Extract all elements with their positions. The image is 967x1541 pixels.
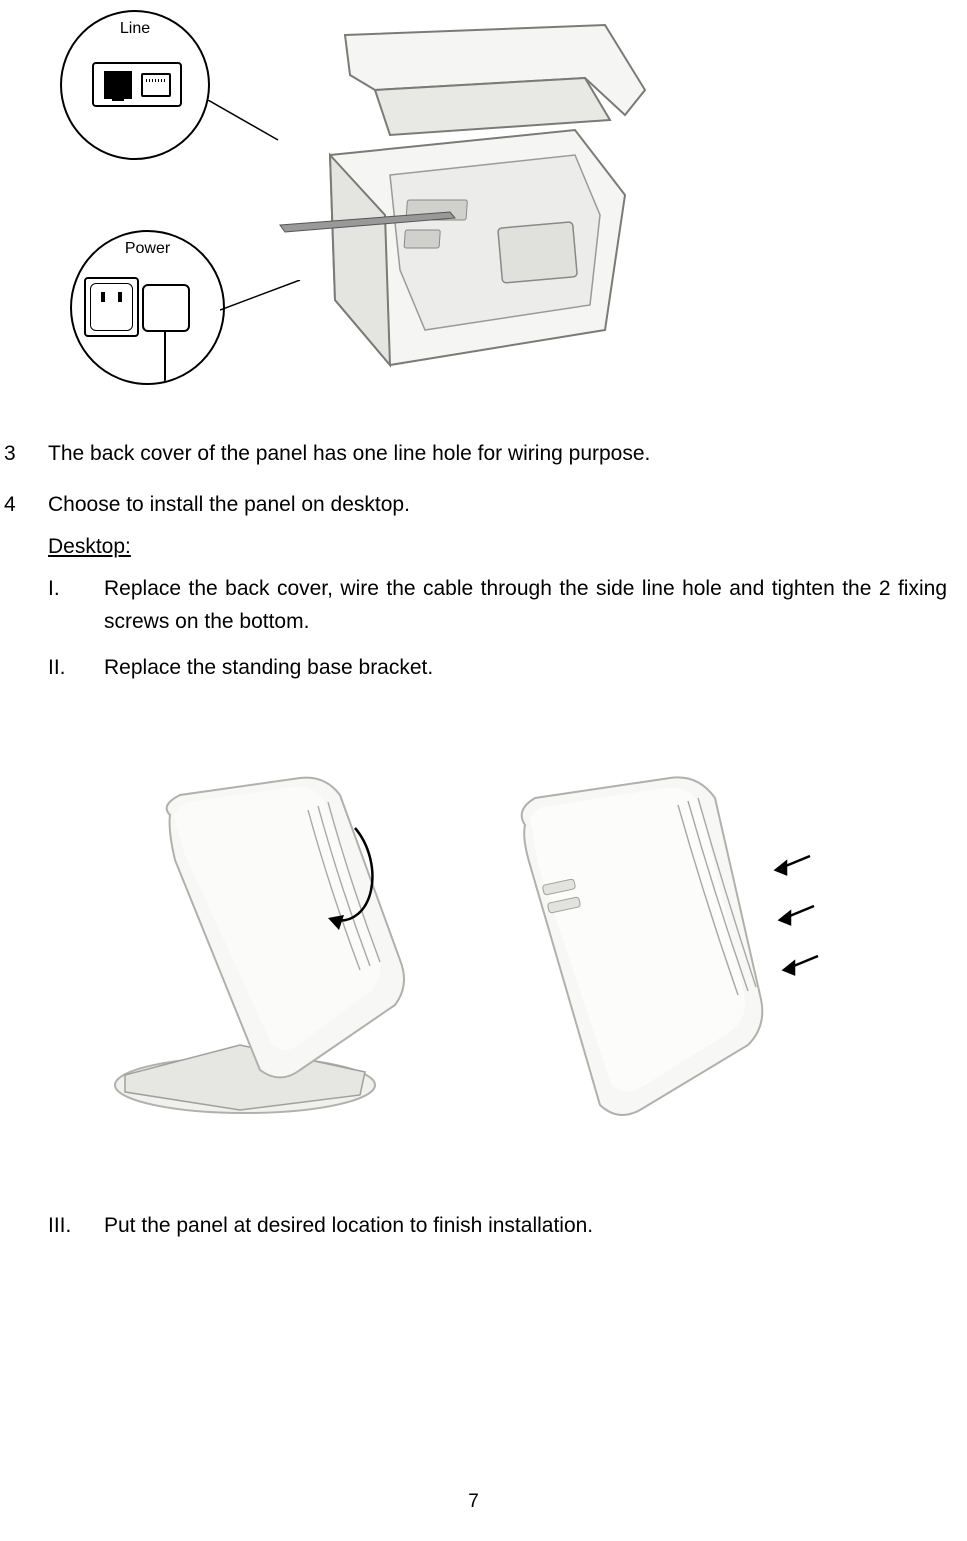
substep-I: I. Replace the back cover, wire the cabl… <box>48 573 947 638</box>
callout-power-circle: Power <box>70 230 225 385</box>
step-3: 3 The back cover of the panel has one li… <box>0 438 947 471</box>
step-4-text: Choose to install the panel on desktop. <box>48 489 947 522</box>
callout-line-circle: Line <box>60 10 210 160</box>
rj-port-icon <box>104 71 132 99</box>
step-3-number: 3 <box>0 438 48 471</box>
step-4: 4 Choose to install the panel on desktop… <box>0 489 947 522</box>
line-port-box <box>92 62 182 107</box>
figure-standing-base <box>100 745 860 1155</box>
rj-plug-icon <box>141 73 171 97</box>
device-open-illustration <box>275 20 655 390</box>
substep-III: III. Put the panel at desired location t… <box>48 1210 947 1243</box>
callout-line-label: Line <box>120 20 150 38</box>
substep-I-number: I. <box>48 573 104 638</box>
substep-II-number: II. <box>48 652 104 685</box>
page-number: 7 <box>468 1491 479 1513</box>
figure-wiring-diagram: Line Power <box>60 10 650 420</box>
step-4-number: 4 <box>0 489 48 522</box>
step-3-text: The back cover of the panel has one line… <box>48 438 947 471</box>
callout-power-label: Power <box>125 240 170 258</box>
panel-sliding-svg <box>480 770 820 1130</box>
desktop-heading: Desktop: <box>48 535 947 559</box>
motion-arrows-icon <box>776 856 818 974</box>
callout-line: Line <box>60 10 260 210</box>
outlet-icon <box>84 277 139 337</box>
page-container: Line Power <box>0 10 947 1541</box>
device-open-svg <box>275 20 655 390</box>
panel-with-bracket-svg <box>100 770 440 1130</box>
substep-I-text: Replace the back cover, wire the cable t… <box>104 573 947 638</box>
substep-II-text: Replace the standing base bracket. <box>104 652 947 685</box>
substep-III-text: Put the panel at desired location to fin… <box>104 1210 947 1243</box>
callout-power: Power <box>70 230 250 385</box>
adapter-icon <box>142 284 190 332</box>
substep-III-number: III. <box>48 1210 104 1243</box>
adapter-cord-icon <box>164 332 166 382</box>
substep-II: II. Replace the standing base bracket. <box>48 652 947 685</box>
